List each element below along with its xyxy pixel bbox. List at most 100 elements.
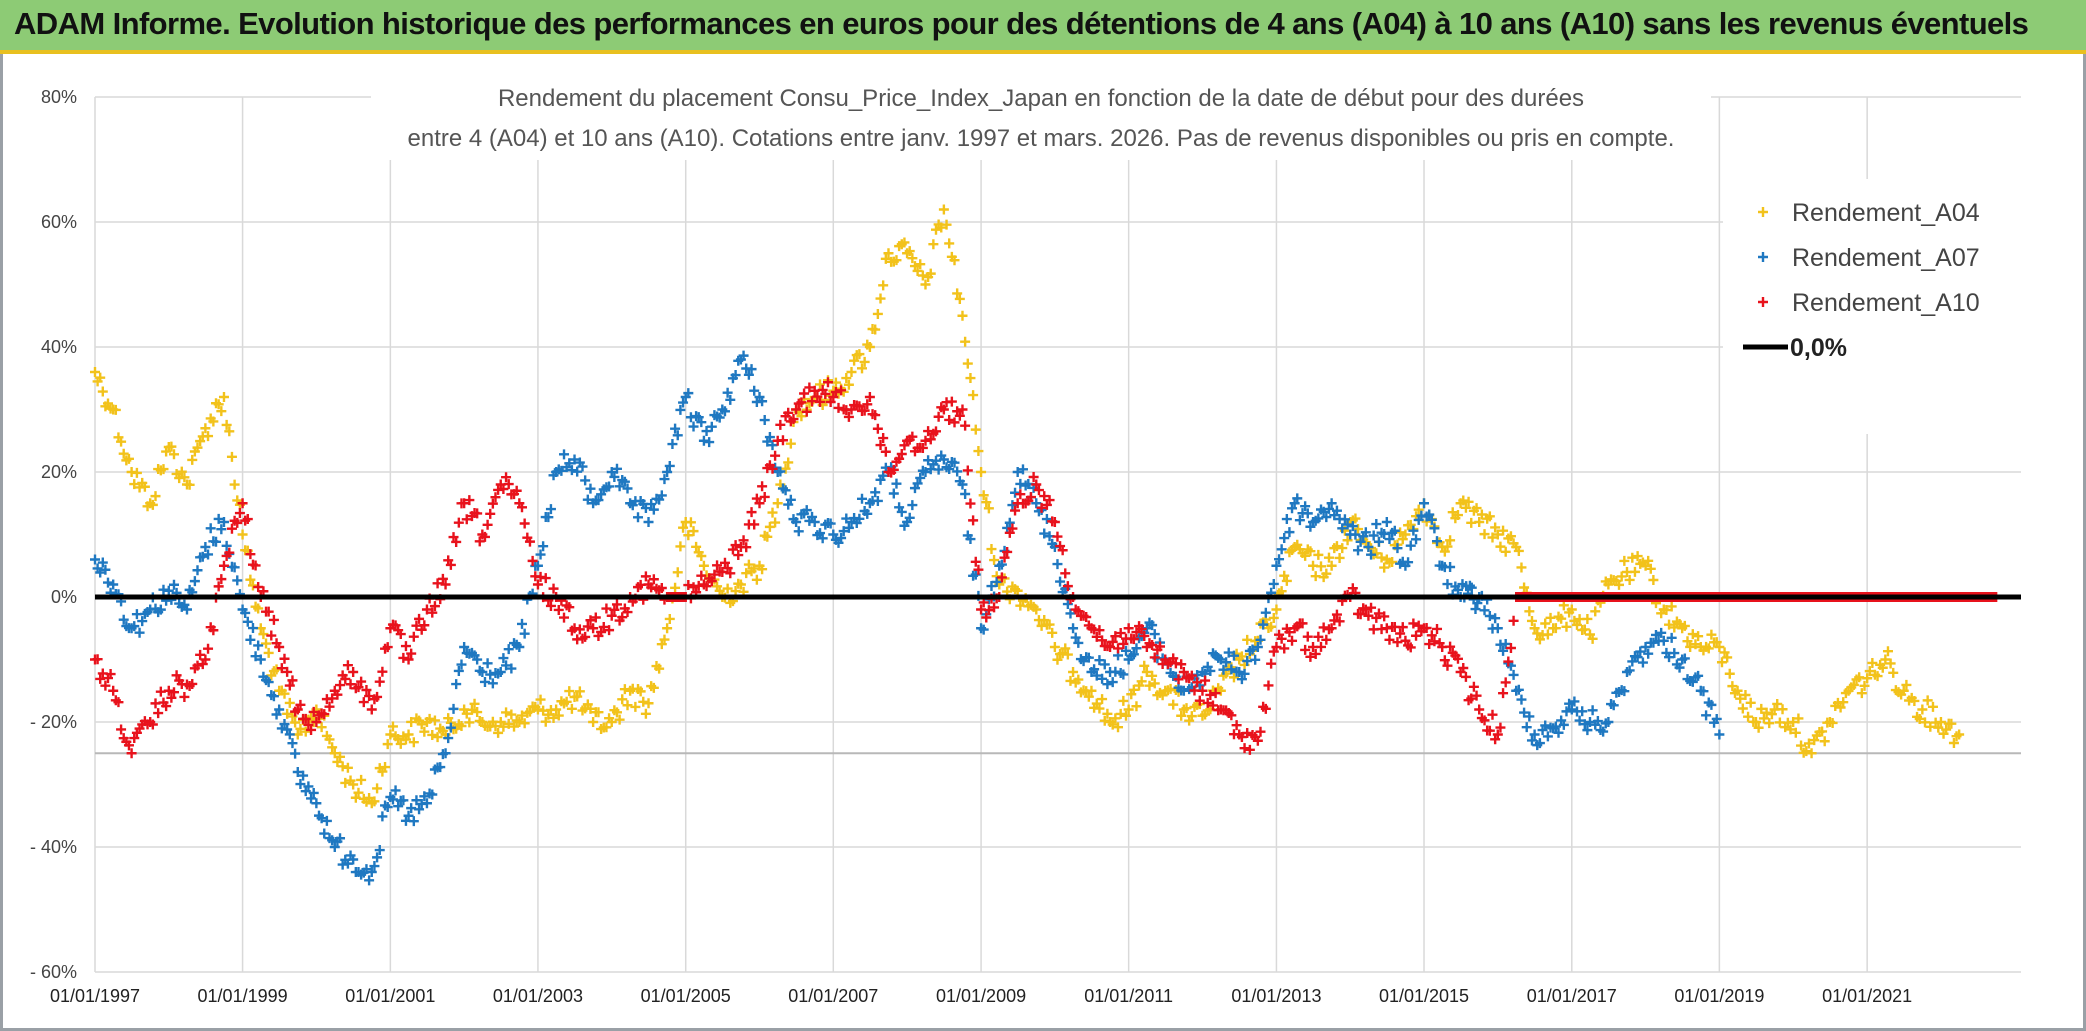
data-point [785, 438, 796, 449]
legend-marker [1758, 252, 1768, 262]
data-point [1010, 505, 1021, 516]
data-point [1498, 525, 1509, 536]
data-point [321, 815, 332, 826]
data-point [659, 634, 670, 645]
data-point [97, 386, 108, 397]
data-point [316, 722, 327, 733]
data-point [872, 308, 883, 319]
data-point [888, 464, 899, 475]
data-point [741, 542, 752, 553]
data-point [1131, 643, 1142, 654]
data-point [213, 513, 224, 524]
data-point [611, 599, 622, 610]
data-point [938, 404, 949, 415]
data-point [245, 574, 256, 585]
data-point [770, 450, 781, 461]
data-point [1693, 631, 1704, 642]
data-point [749, 385, 760, 396]
data-point [1387, 556, 1398, 567]
data-point [1062, 649, 1073, 660]
data-point [1772, 698, 1783, 709]
data-point [1105, 642, 1116, 652]
data-point [1898, 685, 1909, 696]
data-point [1331, 541, 1342, 552]
data-point [670, 582, 681, 593]
data-point [1276, 586, 1287, 597]
data-point [801, 406, 812, 417]
data-point [764, 521, 775, 532]
data-point [1756, 703, 1767, 714]
data-point [1571, 619, 1582, 630]
data-point [1097, 635, 1108, 646]
data-point [1036, 502, 1047, 513]
data-point [369, 796, 380, 807]
data-point [1508, 669, 1519, 680]
data-point [870, 324, 881, 335]
data-point [419, 726, 430, 737]
data-point [261, 638, 272, 649]
data-point [187, 454, 198, 465]
data-point [1500, 638, 1511, 649]
data-point [954, 410, 965, 421]
data-point [1031, 498, 1042, 509]
data-point [830, 386, 841, 397]
data-point [1474, 517, 1485, 527]
data-point [870, 410, 881, 421]
data-point [335, 751, 346, 762]
data-point [1513, 684, 1524, 695]
data-point [1460, 502, 1471, 513]
data-point [799, 388, 810, 399]
data-point [1656, 627, 1667, 638]
data-point [1458, 663, 1469, 674]
data-point [1381, 517, 1392, 527]
data-point [585, 703, 596, 714]
data-point [253, 640, 264, 651]
data-point [849, 355, 860, 366]
data-point [1049, 642, 1060, 652]
data-point [211, 536, 222, 547]
data-point [179, 691, 190, 702]
data-point [459, 642, 470, 652]
data-point [1276, 544, 1287, 555]
data-point [456, 721, 467, 732]
data-point [828, 392, 839, 402]
data-point [361, 864, 372, 875]
x-tick-label: 01/01/2015 [1379, 986, 1469, 1006]
data-point [917, 270, 928, 281]
data-point [440, 579, 451, 590]
data-point [791, 404, 802, 415]
data-point [1110, 666, 1121, 677]
data-point [1492, 529, 1503, 540]
data-point [1252, 642, 1263, 652]
x-tick-label: 01/01/2017 [1527, 986, 1617, 1006]
data-point [1376, 552, 1387, 563]
data-point [253, 582, 264, 593]
data-point [1397, 622, 1408, 633]
data-point [777, 435, 788, 446]
data-point [501, 707, 512, 718]
data-point [1118, 638, 1129, 649]
data-point [678, 522, 689, 533]
data-point [1323, 552, 1334, 563]
data-point [147, 719, 158, 730]
data-point [1186, 670, 1197, 681]
data-point [662, 623, 673, 634]
data-point [875, 293, 886, 304]
data-point [1867, 657, 1878, 668]
data-point [1242, 728, 1253, 739]
data-point [1121, 645, 1131, 656]
data-point [817, 533, 828, 544]
data-point [535, 549, 546, 560]
data-point [746, 507, 757, 518]
data-point [337, 761, 348, 772]
data-point [1271, 604, 1282, 615]
data-point [1052, 654, 1063, 665]
data-point [609, 604, 620, 615]
data-point [192, 442, 203, 453]
data-point [1083, 691, 1094, 702]
y-tick-label: - 60% [30, 962, 77, 982]
y-tick-label: 80% [41, 87, 77, 107]
data-point [1582, 613, 1593, 624]
data-point [928, 239, 939, 250]
data-point [340, 673, 351, 684]
